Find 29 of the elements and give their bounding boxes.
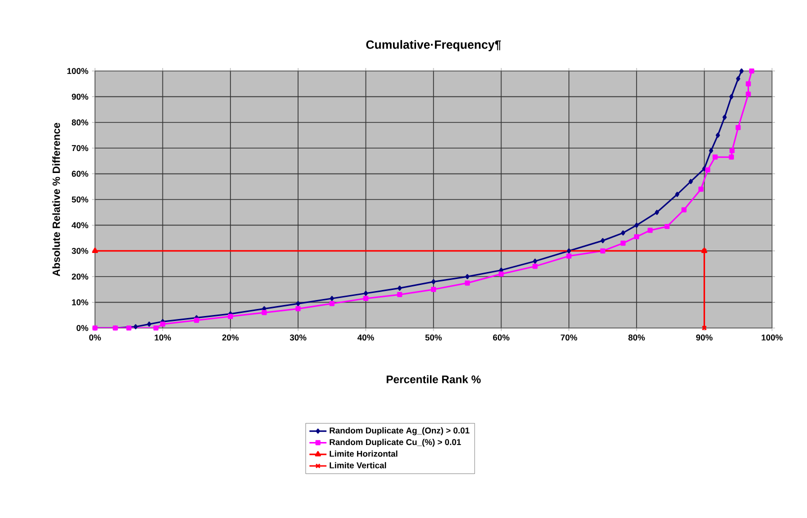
y-tick-label: 40% [72, 222, 88, 228]
x-tick-label: 10% [154, 334, 171, 341]
y-tick-label: 0% [76, 325, 88, 331]
x-tick-label: 0% [89, 334, 101, 341]
legend-label: Random Duplicate Cu_(%) > 0.01 [330, 438, 461, 447]
x-tick-label: 70% [560, 334, 578, 341]
x-tick-label: 30% [290, 334, 306, 341]
y-tick-label: 10% [72, 299, 88, 306]
legend-label: Limite Vertical [330, 462, 386, 468]
x-axis-title: Percentile Rank % [386, 375, 481, 384]
legend-label: Limite Horizontal [330, 450, 398, 457]
x-tick-label: 20% [222, 334, 239, 341]
y-tick-label: 70% [72, 145, 88, 152]
x-tick-label: 60% [493, 334, 510, 341]
y-tick-label: 90% [72, 94, 88, 100]
y-tick-label: 30% [72, 248, 88, 254]
x-tick-label: 50% [425, 334, 442, 341]
legend-label: Random Duplicate Ag_(Onz) > 0.01 [330, 427, 470, 436]
chart-title: Cumulative·Frequency¶ [366, 40, 501, 52]
x-tick-label: 100% [762, 334, 783, 341]
x-tick-label: 80% [628, 334, 645, 341]
y-tick-label: 100% [67, 68, 88, 74]
y-tick-label: 50% [72, 196, 88, 202]
x-tick-label: 90% [696, 334, 713, 341]
y-tick-label: 60% [72, 170, 88, 177]
y-axis-title: Absolute Relative % Difference [52, 122, 60, 276]
x-tick-label: 40% [357, 334, 374, 341]
y-tick-label: 20% [72, 274, 88, 280]
y-tick-label: 80% [72, 119, 88, 126]
